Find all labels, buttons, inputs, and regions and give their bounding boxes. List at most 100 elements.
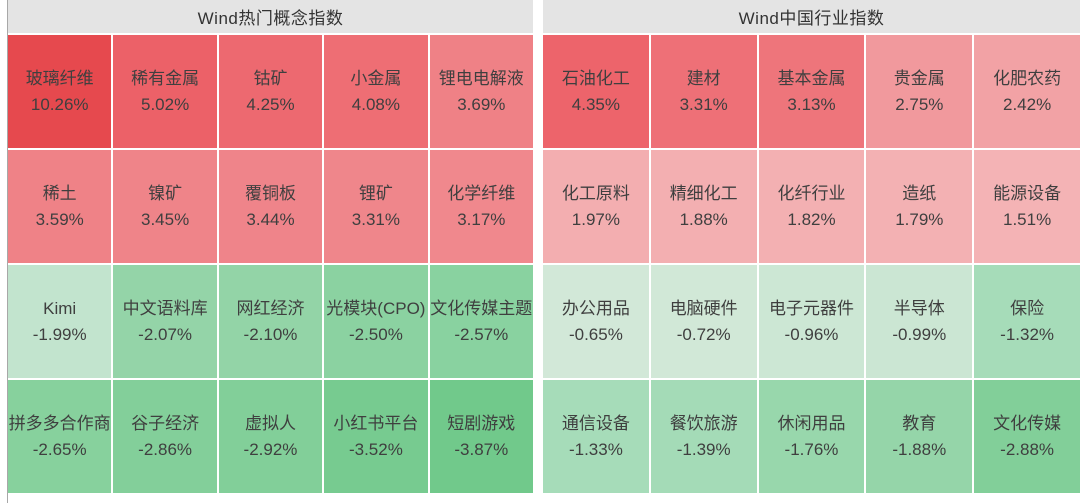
heatmap-tile[interactable]: 电脑硬件 -0.72% [650, 265, 757, 378]
heatmap-tile[interactable]: 化肥农药 2.42% [974, 35, 1080, 148]
heatmap-tile[interactable]: 短剧游戏 -3.87% [429, 380, 533, 493]
tile-value: 2.75% [895, 94, 944, 114]
heatmap-tile[interactable]: 中文语料库 -2.07% [113, 265, 217, 378]
heatmap-tile[interactable]: 锂电电解液 3.69% [429, 35, 533, 148]
tile-name: 能源设备 [993, 183, 1062, 203]
heatmap-tile[interactable]: 稀土 3.59% [8, 150, 112, 263]
tile-name: 餐饮旅游 [669, 413, 738, 433]
tile-name: 通信设备 [561, 413, 630, 433]
tile-name: 化纤行业 [777, 183, 846, 203]
heatmap-tile[interactable]: 玻璃纤维 10.26% [8, 35, 112, 148]
tile-value: -2.57% [454, 324, 509, 344]
heatmap-tile[interactable]: 化工原料 1.97% [543, 150, 649, 263]
panel-hot-concept-index: Wind热门概念指数 玻璃纤维 10.26% 稀有金属 5.02% 钴矿 4.25% 小金属… [8, 0, 533, 503]
heatmap-tile[interactable]: 教育 -1.88% [866, 380, 973, 493]
tile-name: 半导体 [893, 298, 945, 318]
tile-value: 3.59% [35, 209, 84, 229]
tile-name: 钴矿 [253, 68, 288, 88]
tile-value: -2.86% [138, 439, 193, 459]
heatmap-tile[interactable]: 小金属 4.08% [324, 35, 428, 148]
tile-value: 3.13% [787, 94, 836, 114]
tile-name: 基本金属 [777, 68, 846, 88]
tile-name: 镍矿 [148, 183, 183, 203]
heatmap-tile[interactable]: 造纸 1.79% [866, 150, 973, 263]
tile-value: -1.32% [1000, 324, 1055, 344]
heatmap-tile[interactable]: 小红书平台 -3.52% [324, 380, 428, 493]
hot-concept-grid: 玻璃纤维 10.26% 稀有金属 5.02% 钴矿 4.25% 小金属 4.08% 锂电电解液 3… [8, 35, 533, 493]
tile-name: 谷子经济 [131, 413, 200, 433]
tile-name: 贵金属 [893, 68, 945, 88]
tile-value: -0.99% [892, 324, 947, 344]
tile-name: 小红书平台 [333, 413, 419, 433]
heatmap-tile[interactable]: 休闲用品 -1.76% [758, 380, 865, 493]
heatmap-tile[interactable]: 贵金属 2.75% [866, 35, 973, 148]
panels-container: Wind热门概念指数 玻璃纤维 10.26% 稀有金属 5.02% 钴矿 4.25% 小金属… [7, 0, 1080, 503]
tile-name: 保险 [1010, 298, 1045, 318]
heatmap-tile[interactable]: 基本金属 3.13% [758, 35, 865, 148]
tile-value: -2.65% [32, 439, 87, 459]
tile-name: 教育 [902, 413, 937, 433]
tile-value: -1.76% [784, 439, 839, 459]
heatmap-tile[interactable]: 镍矿 3.45% [113, 150, 217, 263]
heatmap-tile[interactable]: 通信设备 -1.33% [543, 380, 649, 493]
tile-value: -2.50% [348, 324, 403, 344]
tile-value: 4.08% [351, 94, 400, 114]
heatmap-tile[interactable]: 光模块(CPO) -2.50% [324, 265, 428, 378]
tile-name: 电子元器件 [768, 298, 854, 318]
heatmap-tile[interactable]: 精细化工 1.88% [650, 150, 757, 263]
heatmap-tile[interactable]: 覆铜板 3.44% [218, 150, 323, 263]
tile-name: 化学纤维 [447, 183, 516, 203]
tile-name: 稀土 [42, 183, 77, 203]
heatmap-tile[interactable]: 谷子经济 -2.86% [113, 380, 217, 493]
tile-value: -1.88% [892, 439, 947, 459]
heatmap-tile[interactable]: 拼多多合作商 -2.65% [8, 380, 112, 493]
heatmap-tile[interactable]: 半导体 -0.99% [866, 265, 973, 378]
tile-name: 文化传媒 [993, 413, 1062, 433]
tile-value: 3.31% [351, 209, 400, 229]
tile-name: 稀有金属 [131, 68, 200, 88]
tile-name: 覆铜板 [244, 183, 296, 203]
tile-name: 网红经济 [236, 298, 305, 318]
tile-value: 2.42% [1002, 94, 1052, 114]
tile-value: 1.51% [1002, 209, 1052, 229]
heatmap-tile[interactable]: 文化传媒 -2.88% [974, 380, 1080, 493]
tile-value: -0.96% [784, 324, 839, 344]
tile-value: 10.26% [30, 94, 89, 114]
heatmap-tile[interactable]: 虚拟人 -2.92% [218, 380, 323, 493]
tile-value: 3.69% [457, 94, 506, 114]
tile-value: -1.99% [32, 324, 87, 344]
china-industry-grid: 石油化工 4.35% 建材 3.31% 基本金属 3.13% 贵金属 2.75% 化肥农药 2.4… [543, 35, 1080, 493]
tile-value: -2.92% [243, 439, 298, 459]
heatmap-tile[interactable]: 网红经济 -2.10% [218, 265, 323, 378]
heatmap-tile[interactable]: 保险 -1.32% [974, 265, 1080, 378]
heatmap-tile[interactable]: 石油化工 4.35% [543, 35, 649, 148]
tile-value: -1.39% [676, 439, 731, 459]
heatmap-tile[interactable]: 化学纤维 3.17% [429, 150, 533, 263]
tile-name: 锂矿 [358, 183, 393, 203]
tile-value: 4.25% [246, 94, 295, 114]
heatmap-tile[interactable]: 化纤行业 1.82% [758, 150, 865, 263]
heatmap-tile[interactable]: 锂矿 3.31% [324, 150, 428, 263]
heatmap-tile[interactable]: 稀有金属 5.02% [113, 35, 217, 148]
panel-china-industry-index: Wind中国行业指数 石油化工 4.35% 建材 3.31% 基本金属 3.13% 贵金属 2… [543, 0, 1080, 503]
tile-value: 3.45% [140, 209, 190, 229]
panel-title-china-industry: Wind中国行业指数 [543, 0, 1080, 33]
heatmap-tile[interactable]: 建材 3.31% [650, 35, 757, 148]
tile-name: 小金属 [350, 68, 402, 88]
tile-name: 虚拟人 [244, 413, 296, 433]
heatmap-tile[interactable]: 餐饮旅游 -1.39% [650, 380, 757, 493]
heatmap-tile[interactable]: 钴矿 4.25% [218, 35, 323, 148]
heatmap-tile[interactable]: Kimi -1.99% [8, 265, 112, 378]
tile-name: 文化传媒主题 [430, 298, 533, 318]
tile-value: 1.82% [787, 209, 836, 229]
tile-name: 化工原料 [561, 183, 630, 203]
tile-value: 1.79% [895, 209, 944, 229]
heatmap-tile[interactable]: 能源设备 1.51% [974, 150, 1080, 263]
heatmap-tile[interactable]: 文化传媒主题 -2.57% [429, 265, 533, 378]
tile-name: 短剧游戏 [447, 413, 516, 433]
heatmap-tile[interactable]: 电子元器件 -0.96% [758, 265, 865, 378]
heatmap-tile[interactable]: 办公用品 -0.65% [543, 265, 649, 378]
tile-name: 精细化工 [669, 183, 738, 203]
tile-name: 锂电电解液 [438, 68, 524, 88]
tile-value: -3.87% [454, 439, 509, 459]
